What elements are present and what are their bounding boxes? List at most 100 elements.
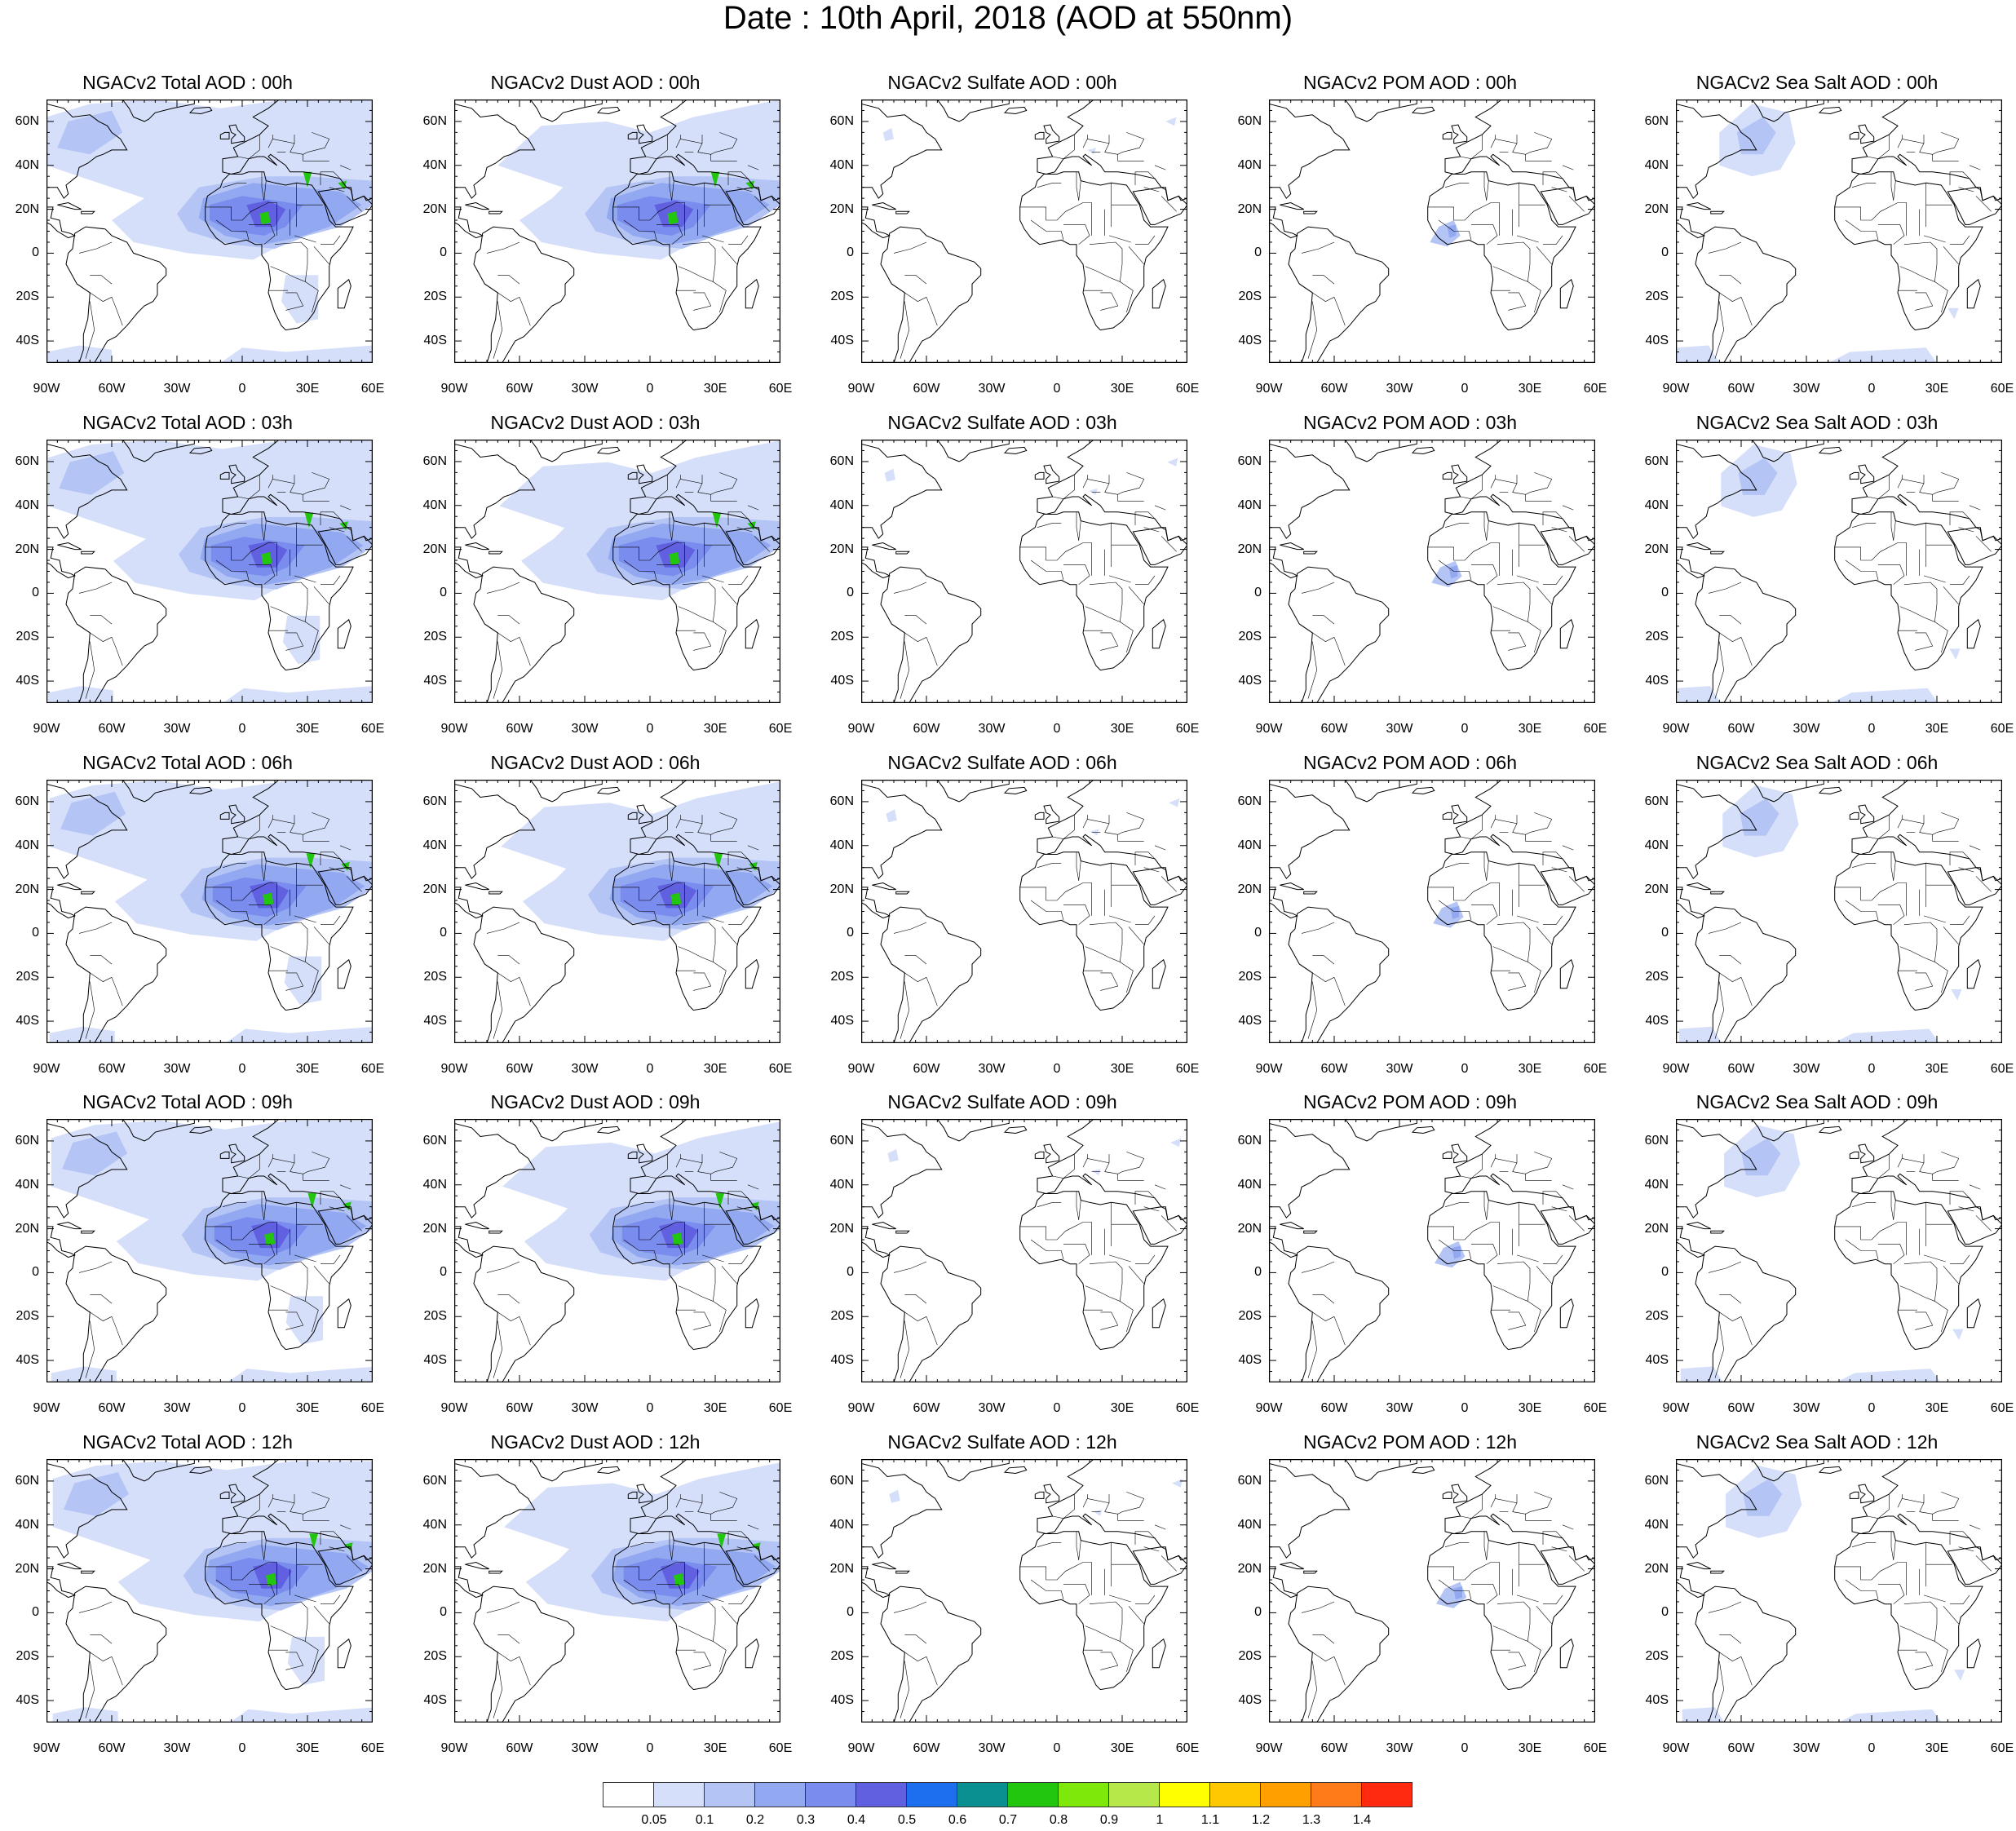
lat-tick-label: 60N	[15, 794, 39, 808]
coastline	[1676, 443, 1757, 539]
lat-tick-label: 20N	[1644, 882, 1669, 896]
tick-marks	[1269, 1119, 1595, 1382]
aod-contour	[60, 791, 126, 836]
coastline	[1037, 1119, 1187, 1221]
country-border	[1019, 1222, 1092, 1241]
aod-contour	[669, 551, 680, 566]
country-border	[497, 632, 520, 642]
country-border	[346, 1215, 362, 1232]
lat-tick-label: 40N	[829, 1517, 854, 1532]
country-border	[305, 1301, 319, 1333]
country-border	[1135, 1594, 1156, 1604]
coastline	[529, 1119, 603, 1142]
lon-tick-label: 60W	[1727, 722, 1755, 736]
country-border	[1915, 632, 1934, 651]
country-border	[90, 1652, 113, 1661]
country-border	[671, 180, 674, 201]
country-borders	[78, 1492, 362, 1718]
lon-tick-label: 90W	[440, 722, 468, 736]
country-border	[1333, 977, 1346, 1006]
coastline	[1043, 804, 1060, 825]
aod-contour	[1740, 798, 1779, 836]
lon-tick-label: 0	[646, 1062, 654, 1076]
country-border	[329, 1206, 345, 1212]
country-border	[1134, 171, 1156, 185]
lat-tick-label: 40N	[1237, 838, 1262, 852]
country-border	[904, 292, 927, 302]
country-border	[697, 1162, 716, 1174]
ocean-background	[861, 1119, 1187, 1382]
country-border	[645, 815, 668, 840]
coastline	[1003, 1126, 1028, 1134]
coastline	[205, 1191, 354, 1351]
country-border	[320, 1531, 341, 1545]
colorbar: 0.05 0.1 0.2 0.3 0.4 0.5 0.6 0.7 0.8 0.9 1 1.1 1.2 1.…	[603, 1782, 1413, 1828]
coastline	[228, 1484, 245, 1504]
coastline	[1288, 906, 1390, 1043]
coastline	[745, 1638, 759, 1669]
coastline	[1034, 1151, 1045, 1159]
country-border	[900, 1661, 910, 1718]
coastline	[1751, 440, 1824, 462]
country-border	[612, 882, 685, 901]
coastline	[188, 446, 213, 455]
lat-tick-label: 60N	[15, 1473, 39, 1488]
country-border	[1845, 1239, 1879, 1260]
lat-tick-label: 60N	[422, 113, 447, 128]
tick-marks	[454, 1119, 780, 1382]
colorbar-swatch	[653, 1782, 705, 1807]
lon-tick-label: 0	[1868, 382, 1876, 396]
country-border	[1100, 632, 1119, 651]
coastline	[1966, 1298, 1981, 1329]
country-border	[1019, 882, 1092, 901]
aod-contour	[1954, 1670, 1965, 1681]
lat-tick-label: 20N	[15, 542, 39, 556]
country-border	[1134, 511, 1156, 525]
coastline	[1303, 1230, 1318, 1234]
lat-tick-label: 0	[1254, 1605, 1262, 1620]
country-border	[926, 1656, 938, 1686]
lat-tick-label: 60N	[829, 794, 854, 808]
lat-tick-label: 40S	[1645, 1693, 1669, 1708]
country-border	[1486, 860, 1489, 881]
country-border	[1536, 1606, 1552, 1625]
lon-tick-label: 90W	[847, 1401, 875, 1415]
country-border	[1063, 1584, 1090, 1604]
country-border	[1085, 922, 1123, 962]
coastline	[1280, 542, 1304, 551]
country-border	[307, 812, 330, 833]
country-border	[669, 1531, 672, 1560]
coastline	[57, 201, 82, 210]
country-border	[1834, 1222, 1907, 1241]
country-border	[1845, 900, 1879, 921]
country-border	[1100, 1652, 1119, 1670]
tick-marks	[1676, 780, 2002, 1043]
country-border	[1508, 632, 1527, 651]
coastline	[1043, 1484, 1060, 1504]
country-border	[486, 582, 520, 594]
map-svg	[454, 440, 780, 703]
aod-contour	[1736, 117, 1776, 155]
country-border	[78, 582, 113, 594]
map-svg	[46, 1119, 373, 1382]
country-border	[630, 183, 655, 188]
coastlines	[454, 1119, 780, 1382]
country-border	[263, 1540, 267, 1560]
country-border	[237, 475, 260, 500]
lat-tick-label: 40S	[15, 334, 39, 348]
country-border	[736, 867, 753, 873]
coastline	[1003, 1466, 1028, 1475]
aod-contour	[52, 1707, 118, 1723]
country-border	[1934, 962, 1948, 993]
lat-tick-label: 60N	[422, 1473, 447, 1488]
lon-tick-label: 30W	[571, 1401, 599, 1415]
coastline	[222, 780, 373, 882]
country-border	[926, 1316, 938, 1346]
tick-marks	[46, 440, 373, 703]
coastline	[454, 546, 484, 579]
coastlines	[46, 780, 373, 1043]
coastline	[1269, 443, 1351, 539]
lat-tick-label: 40N	[422, 838, 447, 852]
coastline	[612, 171, 762, 331]
coastline	[46, 1462, 128, 1559]
